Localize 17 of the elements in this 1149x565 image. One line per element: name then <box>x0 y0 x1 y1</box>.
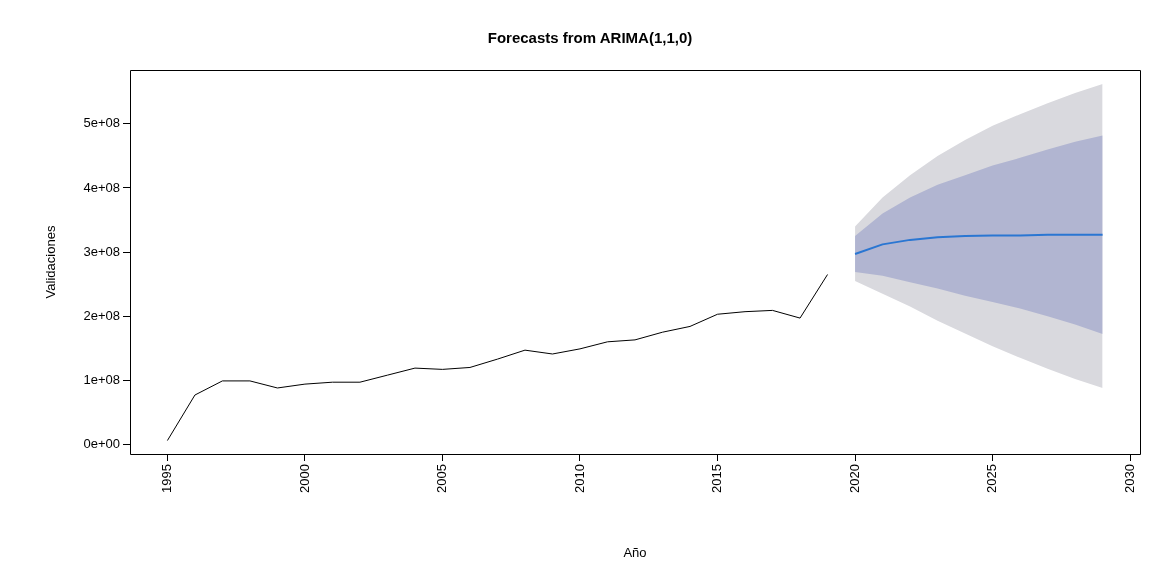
x-tick-label: 2015 <box>709 464 725 493</box>
x-tick-label: 2010 <box>571 464 587 493</box>
y-tick-label: 2e+08 <box>83 307 120 323</box>
y-tick-label: 1e+08 <box>83 371 120 387</box>
y-tick-label: 0e+00 <box>83 435 120 451</box>
x-tick-label: 2025 <box>984 464 1000 493</box>
y-tick-label: 3e+08 <box>83 243 120 259</box>
chart-title: Forecasts from ARIMA(1,1,0) <box>487 29 693 47</box>
x-tick-label: 2005 <box>434 464 450 493</box>
x-axis-title: Año <box>623 544 647 560</box>
y-tick-label: 4e+08 <box>83 179 120 195</box>
x-tick-label: 2000 <box>296 464 312 493</box>
y-tick-label: 5e+08 <box>83 115 120 131</box>
y-axis-title: Validaciones <box>43 225 59 299</box>
x-tick-label: 2020 <box>846 464 862 493</box>
x-tick-label: 1995 <box>158 464 174 493</box>
x-tick-label: 2030 <box>1121 464 1137 493</box>
